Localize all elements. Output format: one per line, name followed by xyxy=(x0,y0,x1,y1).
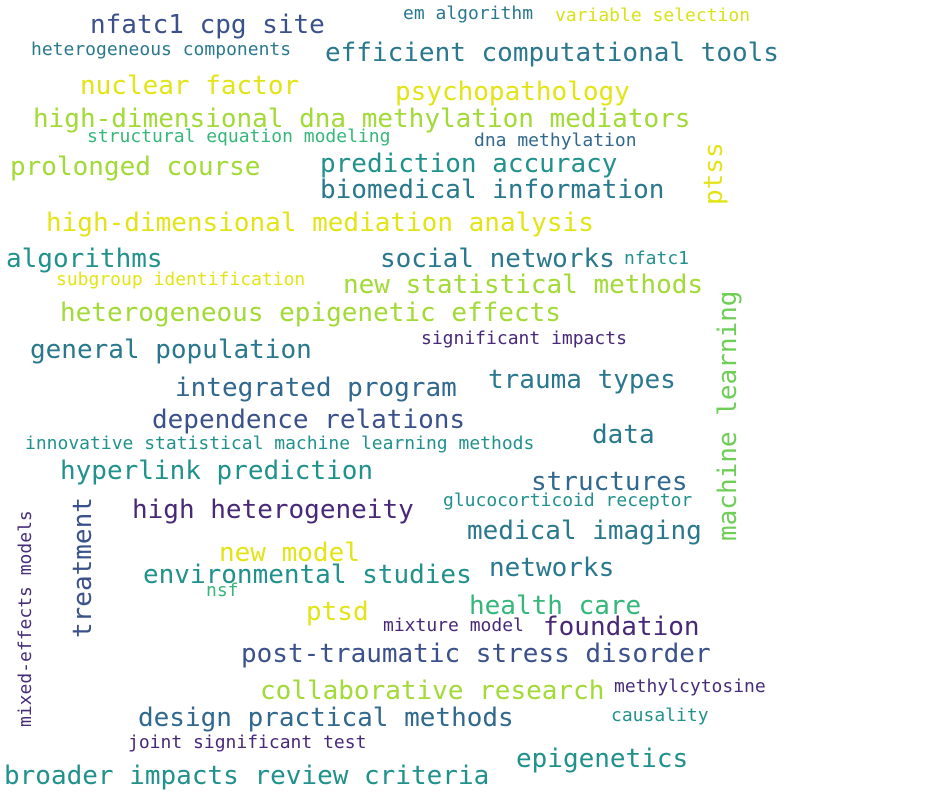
word-machine-learning: machine learning xyxy=(713,290,743,541)
word-medical-imaging: medical imaging xyxy=(467,516,702,546)
word-heterogeneous-components: heterogeneous components xyxy=(31,39,292,60)
word-environmental-studies: environmental studies xyxy=(143,560,472,590)
word-causality: causality xyxy=(611,705,709,726)
word-significant-impacts: significant impacts xyxy=(421,328,627,349)
word-algorithms: algorithms xyxy=(6,244,163,274)
word-dependence-relations: dependence relations xyxy=(152,405,466,435)
word-nsf: nsf xyxy=(206,580,239,601)
word-high-dimensional-mediation-analysis: high-dimensional mediation analysis xyxy=(46,208,594,238)
word-prolonged-course: prolonged course xyxy=(10,152,261,182)
word-variable-selection: variable selection xyxy=(555,5,751,26)
word-mixture-model: mixture model xyxy=(383,615,524,636)
word-health-care: health care xyxy=(469,591,642,621)
word-broader-impacts-review-criteria: broader impacts review criteria xyxy=(4,761,490,791)
word-hyperlink-prediction: hyperlink prediction xyxy=(60,456,374,486)
word-prediction-accuracy: prediction accuracy xyxy=(320,149,618,179)
word-dna-methylation: dna methylation xyxy=(474,130,637,151)
word-glucocorticoid-receptor: glucocorticoid receptor xyxy=(443,490,693,511)
word-structural-equation-modeling: structural equation modeling xyxy=(87,126,391,147)
word-joint-significant-test: joint significant test xyxy=(128,732,367,753)
word-new-model: new model xyxy=(219,538,360,568)
word-design-practical-methods: design practical methods xyxy=(138,703,514,733)
word-subgroup-identification: subgroup identification xyxy=(56,269,306,290)
word-nfatc1: nfatc1 xyxy=(624,248,690,269)
word-high-dimensional-dna-methylation-mediators: high-dimensional dna methylation mediato… xyxy=(33,104,691,134)
word-new-statistical-methods: new statistical methods xyxy=(343,270,704,300)
word-trauma-types: trauma types xyxy=(488,365,676,395)
word-efficient-computational-tools: efficient computational tools xyxy=(325,38,779,68)
word-psychopathology: psychopathology xyxy=(395,77,630,107)
word-high-heterogeneity: high heterogeneity xyxy=(132,495,414,525)
word-biomedical-information: biomedical information xyxy=(320,175,665,205)
word-post-traumatic-stress-disorder: post-traumatic stress disorder xyxy=(241,639,711,669)
word-structures: structures xyxy=(531,467,688,497)
word-nfatc1-cpg-site: nfatc1 cpg site xyxy=(90,10,325,40)
word-integrated-program: integrated program xyxy=(175,373,457,403)
word-networks: networks xyxy=(489,553,615,583)
word-em-algorithm: em algorithm xyxy=(403,3,534,24)
word-epigenetics: epigenetics xyxy=(516,744,689,774)
word-methylcytosine: methylcytosine xyxy=(614,676,766,697)
word-mixed-effects-models: mixed-effects models xyxy=(15,510,36,727)
word-heterogeneous-epigenetic-effects: heterogeneous epigenetic effects xyxy=(60,298,561,328)
word-treatment: treatment xyxy=(68,497,98,638)
word-social-networks: social networks xyxy=(380,244,615,274)
word-innovative-statistical-machine-learning-methods: innovative statistical machine learning … xyxy=(25,433,535,454)
word-ptss: ptss xyxy=(699,142,729,205)
word-data: data xyxy=(592,420,655,450)
word-nuclear-factor: nuclear factor xyxy=(80,71,300,101)
word-ptsd: ptsd xyxy=(306,597,369,627)
word-foundation: foundation xyxy=(543,612,700,642)
word-general-population: general population xyxy=(30,335,312,365)
word-collaborative-research: collaborative research xyxy=(260,676,605,706)
